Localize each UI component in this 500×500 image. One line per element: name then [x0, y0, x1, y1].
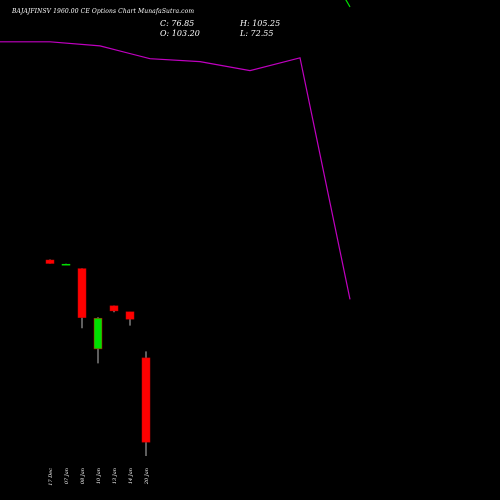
candle-body	[109, 305, 119, 312]
x-tick-label: 20 Jan	[144, 468, 150, 485]
candle-body	[61, 263, 71, 266]
candle-body	[141, 357, 151, 443]
low-value: L: 72.55	[240, 29, 274, 38]
close-value: C: 76.85	[160, 19, 195, 28]
x-tick-label: 07 Jan	[64, 468, 70, 484]
x-tick-label: 08 Jan	[80, 468, 86, 484]
x-tick-label: 14 Jan	[128, 468, 134, 484]
candle-body	[125, 311, 135, 320]
candle-body	[45, 259, 55, 264]
candle-body	[93, 317, 103, 350]
x-tick-label: 13 Jan	[112, 468, 118, 484]
candle-body	[77, 268, 87, 318]
x-tick-label: 10 Jan	[96, 468, 102, 484]
upper-band-line	[345, 0, 351, 8]
lower-band-line	[0, 41, 351, 300]
x-tick-label: 17 Dec	[48, 468, 54, 486]
high-value: H: 105.25	[240, 19, 281, 28]
chart-title: BAJAJFINSV 1960.00 CE Options Chart Muna…	[12, 8, 195, 15]
open-value: O: 103.20	[160, 29, 200, 38]
